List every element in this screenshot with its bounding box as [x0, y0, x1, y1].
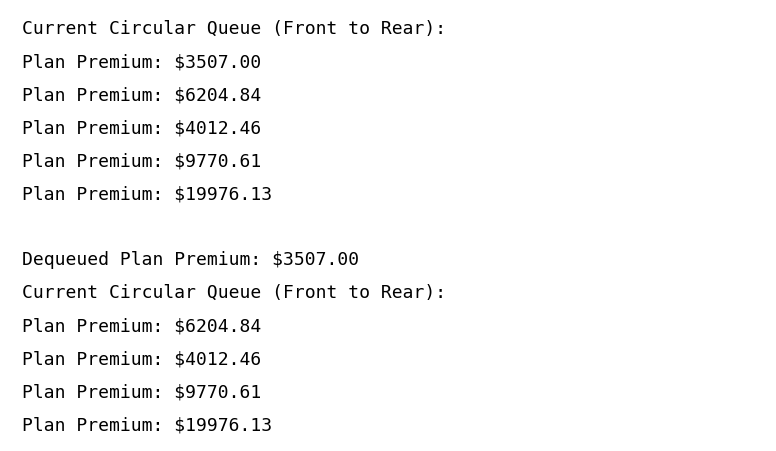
- Text: Current Circular Queue (Front to Rear):: Current Circular Queue (Front to Rear):: [22, 284, 446, 302]
- Text: Plan Premium: $19976.13: Plan Premium: $19976.13: [22, 415, 272, 433]
- Text: Plan Premium: $6204.84: Plan Premium: $6204.84: [22, 317, 261, 335]
- Text: Plan Premium: $19976.13: Plan Premium: $19976.13: [22, 185, 272, 203]
- Text: Plan Premium: $9770.61: Plan Premium: $9770.61: [22, 382, 261, 400]
- Text: Plan Premium: $3507.00: Plan Premium: $3507.00: [22, 53, 261, 71]
- Text: Plan Premium: $4012.46: Plan Premium: $4012.46: [22, 119, 261, 137]
- Text: Plan Premium: $4012.46: Plan Premium: $4012.46: [22, 350, 261, 368]
- Text: Dequeued Plan Premium: $3507.00: Dequeued Plan Premium: $3507.00: [22, 251, 359, 269]
- Text: Plan Premium: $9770.61: Plan Premium: $9770.61: [22, 152, 261, 170]
- Text: Plan Premium: $6204.84: Plan Premium: $6204.84: [22, 86, 261, 104]
- Text: Current Circular Queue (Front to Rear):: Current Circular Queue (Front to Rear):: [22, 20, 446, 38]
